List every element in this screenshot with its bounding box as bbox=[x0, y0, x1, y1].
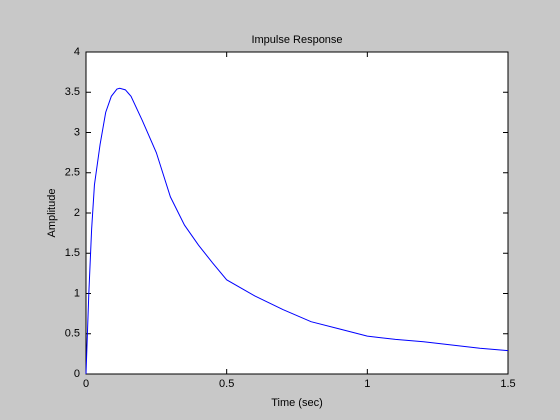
y-tick-label: 0 bbox=[74, 368, 80, 380]
x-axis-label: Time (sec) bbox=[271, 397, 323, 409]
y-tick-label: 3 bbox=[74, 126, 80, 138]
x-tick-label: 1 bbox=[364, 378, 370, 390]
y-tick-label: 2.5 bbox=[65, 167, 80, 179]
y-tick-label: 2 bbox=[74, 207, 80, 219]
x-tick-label: 0.5 bbox=[219, 378, 234, 390]
y-tick-label: 0.5 bbox=[65, 328, 80, 340]
y-axis-label: Amplitude bbox=[46, 189, 58, 238]
y-tick-label: 3.5 bbox=[65, 86, 80, 98]
y-tick-label: 1 bbox=[74, 287, 80, 299]
x-tick-label: 1.5 bbox=[500, 378, 515, 390]
y-tick-label: 1.5 bbox=[65, 247, 80, 259]
chart-title: Impulse Response bbox=[251, 34, 342, 46]
x-tick-label: 0 bbox=[83, 378, 89, 390]
plot-area bbox=[85, 51, 509, 375]
y-tick-label: 4 bbox=[74, 46, 80, 58]
data-line bbox=[85, 87, 509, 375]
